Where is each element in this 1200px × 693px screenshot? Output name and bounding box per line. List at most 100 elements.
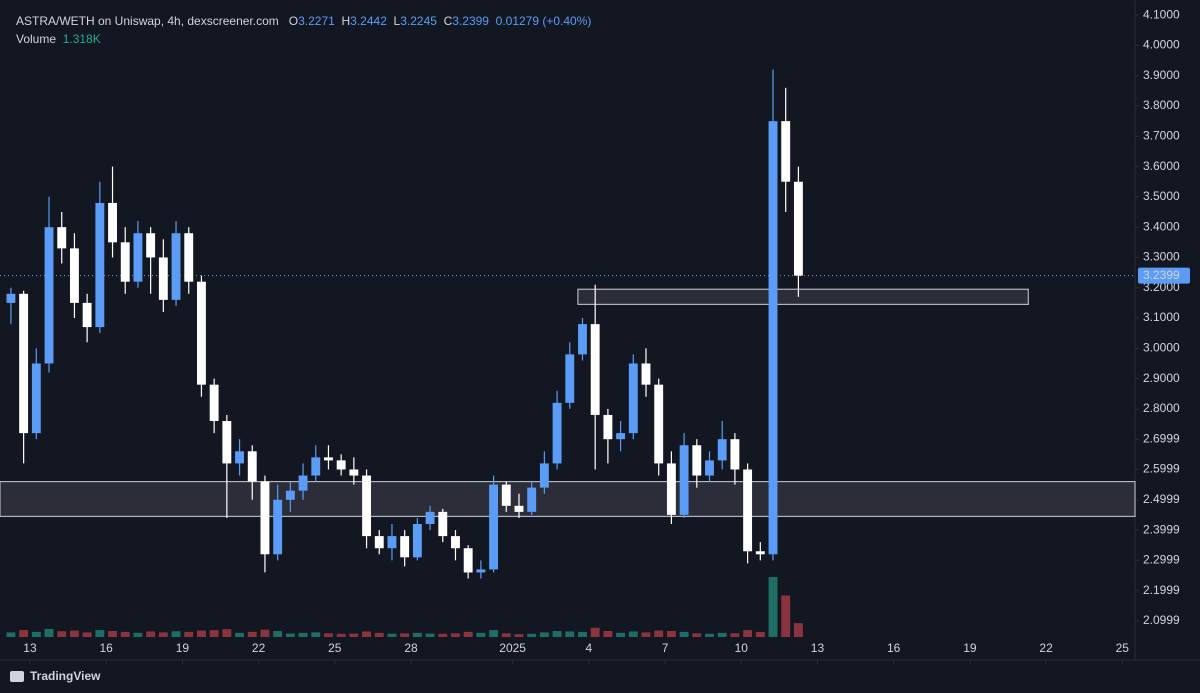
volume-bar <box>705 633 714 637</box>
volume-bar <box>412 632 422 637</box>
candle-body <box>717 439 727 461</box>
volume-bar <box>654 630 664 637</box>
candle-body <box>743 469 753 552</box>
close-value: 3.2399 <box>452 14 489 28</box>
y-tick-label: 2.2999 <box>1143 553 1180 567</box>
volume-bar <box>324 633 333 637</box>
volume-bar <box>95 630 105 637</box>
last-price-box <box>1138 267 1190 284</box>
volume-bar <box>578 631 587 637</box>
zone <box>0 480 1136 518</box>
y-tick-label: 2.3999 <box>1143 522 1180 536</box>
candle-body <box>578 324 587 355</box>
candle-body <box>31 363 41 434</box>
volume-bar <box>362 631 372 637</box>
candle-body <box>6 293 16 303</box>
candle-body <box>285 490 295 500</box>
candle-body <box>438 511 448 537</box>
candle-body <box>349 469 359 476</box>
volume-bar <box>6 632 16 637</box>
volume-bar <box>781 595 791 637</box>
x-tick-label: 7 <box>662 641 669 655</box>
volume-bar <box>603 631 613 637</box>
volume-bar <box>184 631 194 637</box>
legend-row: ASTRA/WETH on Uniswap, 4h, dexscreener.c… <box>16 14 591 28</box>
volume-bar <box>628 631 638 637</box>
volume-bar <box>641 632 651 637</box>
volume-bar <box>679 631 689 637</box>
volume-bar <box>349 633 359 637</box>
volume-bar <box>171 631 181 637</box>
low-value: 3.2245 <box>400 14 437 28</box>
volume-bar <box>82 632 92 637</box>
volume-bar <box>717 632 727 637</box>
volume-bar <box>514 634 524 637</box>
volume-bar <box>311 632 321 637</box>
y-tick-label: 2.8000 <box>1143 401 1180 415</box>
symbol-title: ASTRA/WETH on Uniswap, 4h, dexscreener.c… <box>16 14 279 28</box>
candle-body <box>552 402 562 464</box>
volume-bar <box>133 632 143 637</box>
candle-body <box>235 451 244 464</box>
candle-body <box>412 523 422 558</box>
y-tick-label: 3.4000 <box>1143 219 1180 233</box>
volume-bar <box>755 631 765 637</box>
x-tick-label: 22 <box>1039 641 1053 655</box>
volume-bar <box>298 632 308 637</box>
candle-body <box>336 460 346 470</box>
candle-body <box>196 281 206 385</box>
candle-body <box>222 421 232 464</box>
candle-body <box>425 511 435 524</box>
candle-body <box>666 463 676 515</box>
x-tick-label: 25 <box>328 641 342 655</box>
candle-body <box>692 445 702 476</box>
volume-bar <box>69 630 79 637</box>
candle-body <box>616 433 626 440</box>
y-tick-label: 2.1999 <box>1143 583 1180 597</box>
y-tick-label: 3.5000 <box>1143 189 1180 203</box>
y-tick-label: 3.3000 <box>1143 250 1180 264</box>
candle-body <box>654 384 664 464</box>
candle-body <box>463 548 473 573</box>
volume-bar <box>590 627 600 637</box>
candle-body <box>705 460 714 476</box>
volume-bar <box>235 632 244 637</box>
x-tick-label: 4 <box>585 641 592 655</box>
y-tick-label: 3.0000 <box>1143 340 1180 354</box>
volume-label: Volume <box>16 32 57 46</box>
zone <box>577 288 1029 306</box>
y-tick-label: 4.0000 <box>1143 38 1180 52</box>
y-tick-label: 3.6000 <box>1143 159 1180 173</box>
volume-bar <box>158 632 168 637</box>
candle-body <box>374 536 384 549</box>
volume-bar <box>539 632 549 637</box>
x-tick-label: 13 <box>23 641 37 655</box>
candle-body <box>539 463 549 488</box>
volume-bar <box>387 633 397 637</box>
volume-bar <box>374 632 384 637</box>
candle-body <box>476 569 486 573</box>
candle-body <box>362 475 372 537</box>
last-price-label: 3.2399 <box>1143 268 1180 282</box>
volume-value: 1.318K <box>62 32 101 46</box>
candle-body <box>489 484 499 570</box>
candle-body <box>324 457 333 461</box>
candle-body <box>273 499 283 555</box>
volume-bar <box>19 630 29 637</box>
volume-bar <box>209 630 219 637</box>
candle-body <box>603 414 613 440</box>
candle-body <box>590 324 600 415</box>
x-tick-label: 25 <box>1116 641 1130 655</box>
high-label: H <box>341 14 351 28</box>
candle-body <box>209 384 219 422</box>
y-tick-label: 3.1000 <box>1143 310 1180 324</box>
candle-body <box>158 257 168 300</box>
y-tick-label: 2.0999 <box>1143 613 1180 627</box>
candle-body <box>146 233 156 258</box>
candle-body <box>641 363 651 385</box>
volume-bar <box>247 631 257 637</box>
volume-bar <box>476 632 486 637</box>
candle-body <box>108 202 117 243</box>
